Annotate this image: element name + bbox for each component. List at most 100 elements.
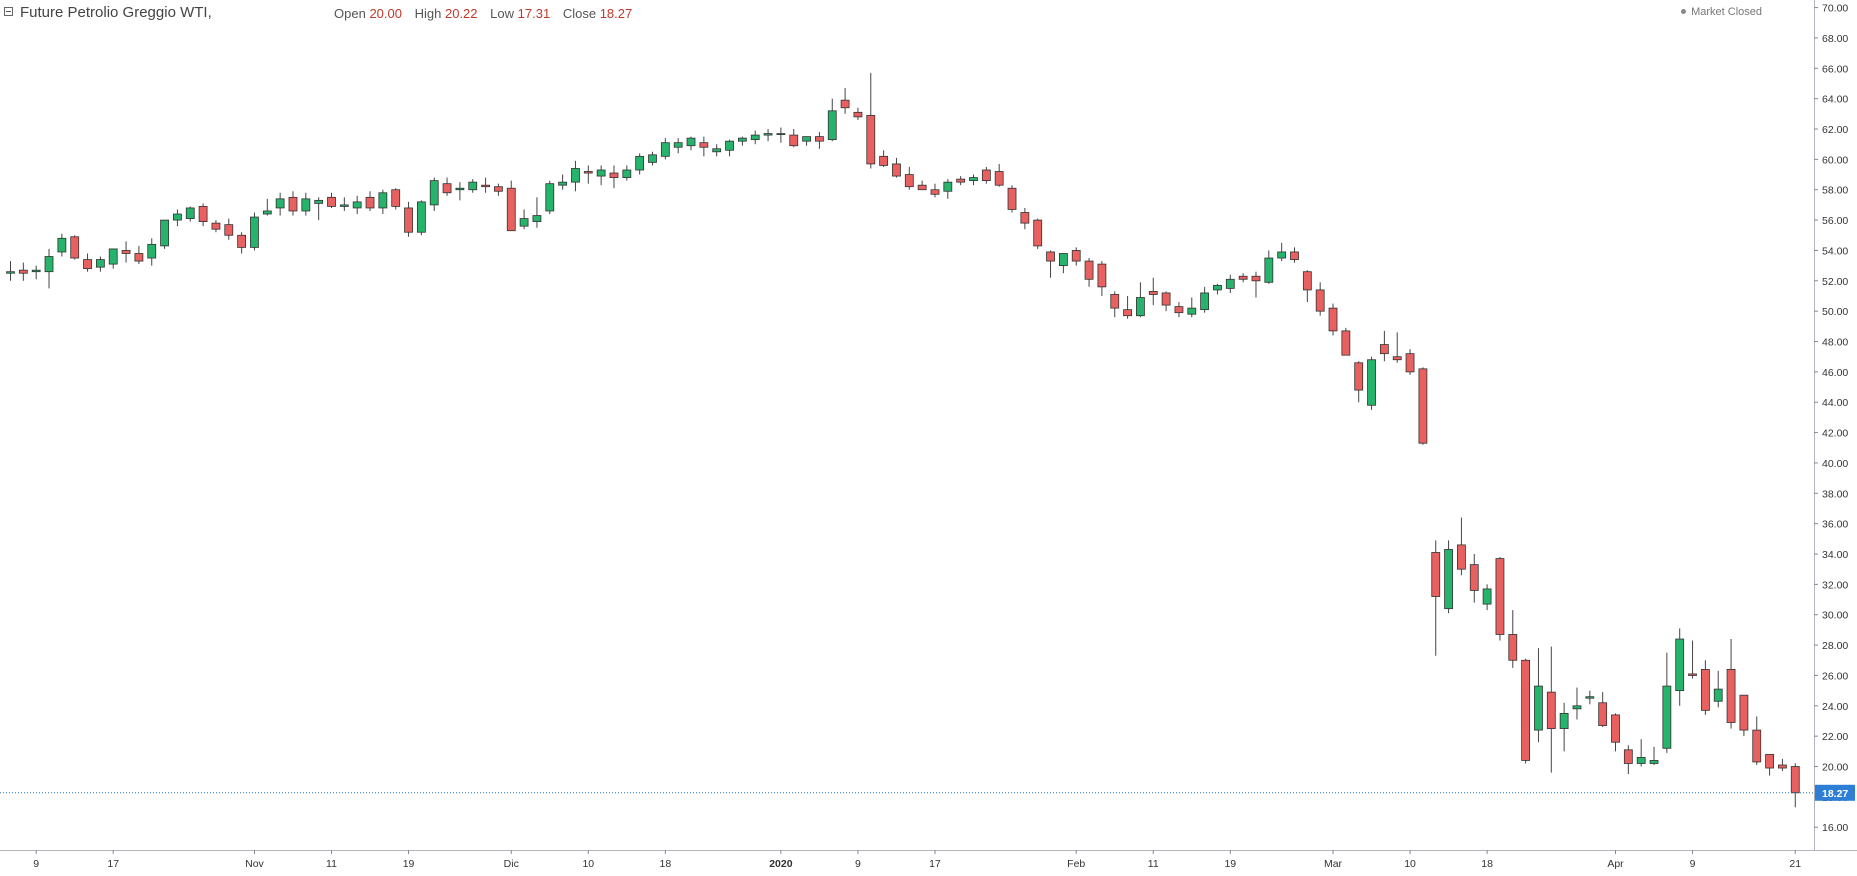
candle[interactable] [763, 129, 773, 142]
candle[interactable] [969, 174, 978, 186]
candle[interactable] [494, 183, 503, 196]
candle[interactable] [1495, 557, 1505, 641]
candle[interactable] [339, 197, 349, 211]
candle[interactable] [160, 219, 169, 249]
candle[interactable] [1418, 367, 1428, 445]
candle[interactable] [1521, 658, 1531, 764]
candle[interactable] [1084, 258, 1094, 287]
candle[interactable] [1585, 690, 1595, 705]
candle[interactable] [1046, 250, 1055, 278]
candle[interactable] [1020, 207, 1030, 230]
candle[interactable] [31, 265, 41, 280]
candle[interactable] [802, 136, 811, 146]
candle[interactable] [288, 191, 298, 216]
candle[interactable] [827, 98, 837, 142]
candle[interactable] [930, 183, 940, 198]
candle[interactable] [994, 163, 1004, 187]
candle[interactable] [1405, 349, 1415, 375]
candle[interactable] [1636, 739, 1646, 767]
candle[interactable] [481, 177, 490, 193]
candle[interactable] [1277, 242, 1287, 262]
candle[interactable] [1161, 291, 1171, 312]
candle[interactable] [583, 165, 593, 184]
candle[interactable] [365, 191, 375, 211]
candle[interactable] [1148, 277, 1158, 306]
candle[interactable] [173, 209, 182, 227]
candle[interactable] [866, 72, 876, 169]
candle[interactable] [134, 245, 144, 265]
candle[interactable] [18, 262, 28, 281]
candle[interactable] [83, 253, 92, 272]
candle[interactable] [1726, 639, 1736, 729]
candle[interactable] [1688, 640, 1697, 679]
candle[interactable] [943, 179, 953, 199]
candle[interactable] [95, 256, 105, 272]
candle[interactable] [1290, 247, 1299, 263]
candle[interactable] [1251, 271, 1261, 298]
candle[interactable] [250, 212, 259, 251]
candle[interactable] [1238, 273, 1248, 283]
candle[interactable] [404, 201, 413, 237]
candle[interactable] [686, 136, 696, 151]
candle[interactable] [391, 188, 401, 210]
candle[interactable] [815, 132, 824, 149]
candle[interactable] [1071, 247, 1081, 266]
candle[interactable] [237, 232, 247, 254]
candle[interactable] [1444, 540, 1453, 614]
time-axis[interactable]: 9 17 Nov 11 19 Dic 10 18 2020 9 17 Feb 11 19 Mar 10 18 Ap… [0, 850, 1857, 870]
candle[interactable] [519, 209, 529, 230]
candle[interactable] [1136, 282, 1145, 318]
candle[interactable] [185, 206, 195, 222]
candle[interactable] [725, 139, 734, 157]
candle[interactable] [1341, 327, 1351, 356]
candle[interactable] [1546, 646, 1556, 773]
candle[interactable] [635, 153, 645, 175]
candle[interactable] [147, 238, 157, 266]
candle[interactable] [1649, 746, 1659, 765]
candle[interactable] [1675, 628, 1685, 706]
candle[interactable] [1328, 303, 1338, 336]
candle[interactable] [416, 200, 426, 236]
candle[interactable] [1367, 356, 1376, 410]
candle[interactable] [1739, 694, 1749, 737]
candle[interactable] [840, 88, 850, 114]
candle[interactable] [904, 166, 914, 190]
candle[interactable] [108, 248, 118, 269]
candle[interactable] [1598, 692, 1608, 728]
candle[interactable] [1611, 713, 1620, 752]
candle[interactable] [1457, 517, 1466, 576]
candle[interactable] [545, 180, 555, 215]
candle[interactable] [737, 136, 747, 146]
candle[interactable] [1033, 218, 1043, 249]
candle[interactable] [468, 179, 478, 193]
candle[interactable] [648, 151, 657, 166]
candle[interactable] [853, 107, 863, 120]
candle[interactable] [275, 192, 285, 216]
candle[interactable] [1213, 283, 1222, 295]
candle[interactable] [44, 248, 54, 289]
candle[interactable] [596, 165, 606, 186]
candle[interactable] [327, 192, 336, 208]
candle[interactable] [571, 160, 580, 192]
candle[interactable] [378, 189, 388, 215]
candle[interactable] [70, 235, 80, 260]
candle[interactable] [1662, 652, 1672, 753]
candle[interactable] [789, 129, 799, 148]
candle[interactable] [750, 130, 760, 145]
candle[interactable] [879, 150, 889, 167]
candle[interactable] [1752, 716, 1762, 765]
candle[interactable] [660, 138, 670, 160]
candle[interactable] [1354, 361, 1364, 403]
candle[interactable] [956, 176, 966, 186]
candle[interactable] [352, 195, 362, 215]
candle[interactable] [442, 177, 452, 196]
candle[interactable] [1713, 670, 1723, 708]
candle[interactable] [1508, 610, 1518, 668]
candle[interactable] [455, 182, 465, 201]
candle[interactable] [1110, 291, 1120, 318]
candle[interactable] [1572, 687, 1582, 720]
price-axis[interactable]: 70.00 68.00 66.00 64.00 62.00 60.00 58.00 56.00… [1814, 0, 1848, 850]
candle[interactable] [211, 220, 221, 233]
candle[interactable] [262, 198, 272, 216]
